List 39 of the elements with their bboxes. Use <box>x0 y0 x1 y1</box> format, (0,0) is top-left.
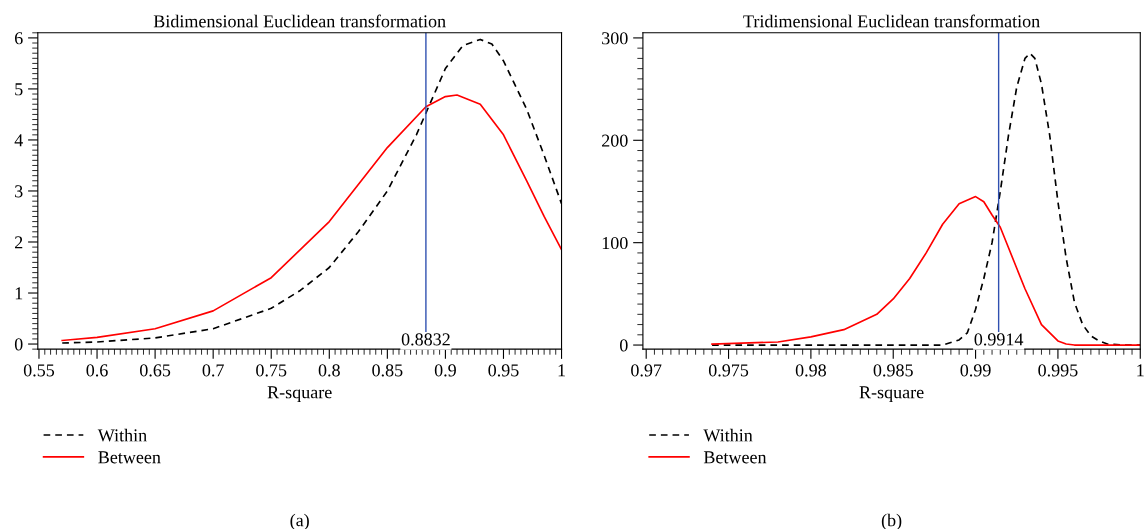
y-tick-label: 200 <box>602 134 628 147</box>
y-tick-label: 5 <box>15 83 23 96</box>
x-tick-label: 0.975 <box>708 364 749 377</box>
ref-line-label: 0.9914 <box>974 333 1024 346</box>
x-tick-label: 1 <box>1137 364 1144 377</box>
line-series <box>711 195 1141 346</box>
legend-label: Within <box>703 428 753 442</box>
y-tick-label: 0 <box>619 339 628 352</box>
x-tick-label: 0.6 <box>86 364 108 377</box>
x-tick-label: 0.98 <box>795 364 826 377</box>
y-tick-label: 4 <box>14 134 23 147</box>
x-axis-title: R-square <box>859 386 924 403</box>
y-tick-label: 100 <box>602 236 628 250</box>
x-tick-label: 0.65 <box>139 364 171 377</box>
chart-title: Tridimensional Euclidean transformation <box>743 14 1040 28</box>
x-tick-label: 0.95 <box>488 364 519 377</box>
chart-title: Bidimensional Euclidean transformation <box>153 14 446 28</box>
x-tick-label: 0.97 <box>631 364 662 377</box>
legend-label: Within <box>97 428 147 442</box>
legend-label: Between <box>98 451 161 464</box>
y-tick-label: 2 <box>15 236 23 249</box>
x-tick-label: 1 <box>558 364 565 377</box>
ref-line-label: 0.8832 <box>401 333 450 346</box>
y-tick-label: 1 <box>15 287 23 300</box>
y-tick-label: 6 <box>14 32 23 45</box>
x-tick-label: 0.995 <box>1038 364 1078 377</box>
x-tick-label: 0.55 <box>23 364 55 377</box>
x-tick-label: 0.99 <box>960 364 991 377</box>
y-tick-label: 3 <box>15 185 23 198</box>
x-tick-label: 0.8 <box>318 364 340 377</box>
x-tick-label: 0.9 <box>434 364 456 377</box>
x-tick-label: 0.85 <box>372 364 403 377</box>
x-tick-label: 0.985 <box>873 364 913 377</box>
x-tick-label: 0.7 <box>202 364 224 377</box>
y-tick-label: 0 <box>14 338 23 351</box>
legend-label: Between <box>703 451 767 464</box>
x-tick-label: 0.75 <box>256 364 287 377</box>
x-axis-title: R-square <box>267 386 332 403</box>
y-tick-label: 300 <box>602 32 628 45</box>
